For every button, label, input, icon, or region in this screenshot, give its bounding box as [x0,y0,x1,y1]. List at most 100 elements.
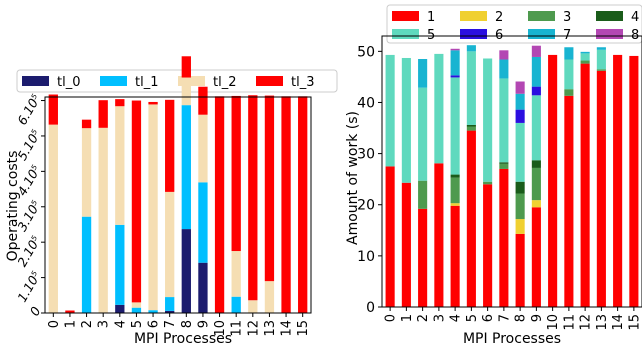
bar-seg-5-p0 [385,54,395,167]
bar-seg-tl_0-p9 [198,262,208,313]
bar-seg-4-p4 [450,174,460,178]
x-tick-label-8: 8 [180,320,195,328]
bar-seg-tl_2-p0 [48,124,58,313]
bar-seg-tl_0-p8 [181,229,191,313]
x-tick-label-14: 14 [280,320,295,337]
legend-label-tl_1: tl_1 [135,75,158,90]
bar-seg-1-p15 [629,55,639,307]
bar-seg-5-p13 [596,49,606,70]
bar-seg-3-p6 [483,181,493,185]
bar-seg-tl_3-p9 [198,86,208,115]
bar-seg-6-p9 [531,86,541,96]
bar-seg-4-p9 [531,160,541,168]
bar-seg-1-p12 [580,63,590,307]
bar-seg-5-p5 [466,51,476,125]
legend-swatch-6 [460,29,487,39]
bar-seg-3-p4 [450,177,460,204]
bar-seg-tl_2-p9 [198,114,208,183]
operating-costs-chart: tl_0 tl_1 tl_2 tl_3 0 1 2 3 4 5 6 7 8 9 10 11 12 13 14 150… [5,56,338,346]
bar-seg-3-p7 [499,163,509,169]
bar-seg-3-p2 [418,180,428,209]
y-tick-label-40: 40 [357,95,375,111]
x-tick-label-6: 6 [147,320,162,328]
bar-seg-tl_2-p2 [81,128,92,217]
x-tick-label-10: 10 [546,314,561,331]
bar-seg-tl_3-p7 [165,99,175,192]
bar-seg-tl_1-p8 [181,105,191,230]
bar-seg-1-p2 [418,208,428,307]
x-tick-label-13: 13 [263,320,278,337]
legend-swatch-tl_1 [100,76,127,86]
legend-label-1: 1 [427,10,435,25]
x-tick-label-13: 13 [595,314,610,331]
bar-seg-tl_3-p13 [264,95,275,282]
x-tick-label-15: 15 [627,314,642,331]
x-tick-label-4: 4 [113,320,128,328]
x-tick-label-1: 1 [400,314,415,322]
bar-seg-tl_3-p10 [214,96,225,313]
x-tick-label-1: 1 [63,320,78,328]
operating-costs-xlabel: MPI Processes [134,331,232,346]
legend-label-tl_3: tl_3 [291,75,314,90]
bar-seg-7-p8 [515,93,525,110]
bar-seg-4-p8 [515,181,525,194]
bar-seg-1-p11 [564,95,574,308]
legend-swatch-tl_0 [22,76,49,86]
x-tick-label-0: 0 [384,314,399,322]
bar-seg-4-p7 [499,162,509,164]
bar-seg-3-p9 [531,167,541,201]
bar-seg-tl_1-p7 [165,297,175,311]
bar-seg-3-p5 [466,126,476,131]
bar-seg-6-p8 [515,109,525,123]
bar-seg-tl_3-p0 [48,94,58,125]
bar-seg-1-p9 [531,207,541,307]
operating-costs-legend: tl_0 tl_1 tl_2 tl_3 [16,69,338,93]
bar-seg-tl_2-p12 [248,300,258,313]
bar-seg-1-p6 [483,184,493,307]
bar-seg-1-p14 [613,54,623,307]
bar-seg-tl_2-p4 [115,106,125,225]
bar-seg-tl_3-p12 [248,95,258,301]
legend-box [386,4,642,44]
bar-seg-tl_3-p5 [131,100,142,303]
x-tick-label-3: 3 [97,320,112,328]
x-tick-label-14: 14 [611,314,626,331]
bar-seg-1-p7 [499,168,509,307]
bar-seg-5-p6 [483,58,493,182]
x-tick-label-9: 9 [530,314,545,322]
legend-swatch-tl_3 [256,76,283,86]
x-tick-label-3: 3 [432,314,447,322]
bar-seg-1-p13 [596,70,606,308]
legend-label-4: 4 [631,10,639,25]
bar-seg-7-p13 [596,47,606,50]
bar-seg-1-p0 [385,166,395,307]
bar-seg-5-p8 [515,122,525,182]
bar-seg-5-p11 [564,59,574,90]
legend-box [16,69,338,93]
bar-seg-3-p13 [596,69,606,71]
x-tick-label-9: 9 [196,320,211,328]
bar-seg-5-p2 [418,87,428,181]
bar-seg-5-p4 [450,77,460,175]
bar-seg-1-p4 [450,205,460,307]
bar-seg-1-p1 [401,182,411,307]
bar-seg-tl_3-p4 [115,99,125,107]
bar-seg-5-p3 [434,53,444,164]
bar-seg-1-p8 [515,233,525,307]
bar-seg-8-p4 [450,48,460,51]
legend-swatch-tl_2 [178,76,205,86]
x-tick-label-0: 0 [47,320,62,328]
legend-swatch-4 [596,11,623,21]
bar-seg-7-p7 [499,59,509,79]
bar-seg-5-p7 [499,78,509,163]
x-tick-label-12: 12 [579,314,594,331]
x-tick-label-12: 12 [246,320,261,337]
legend-label-tl_2: tl_2 [213,75,236,90]
operating-costs-bars [48,56,308,314]
bar-seg-tl_3-p8 [181,56,191,78]
bar-seg-tl_2-p3 [98,127,108,314]
bar-seg-5-p1 [401,57,411,183]
bar-seg-tl_2-p5 [131,302,142,308]
